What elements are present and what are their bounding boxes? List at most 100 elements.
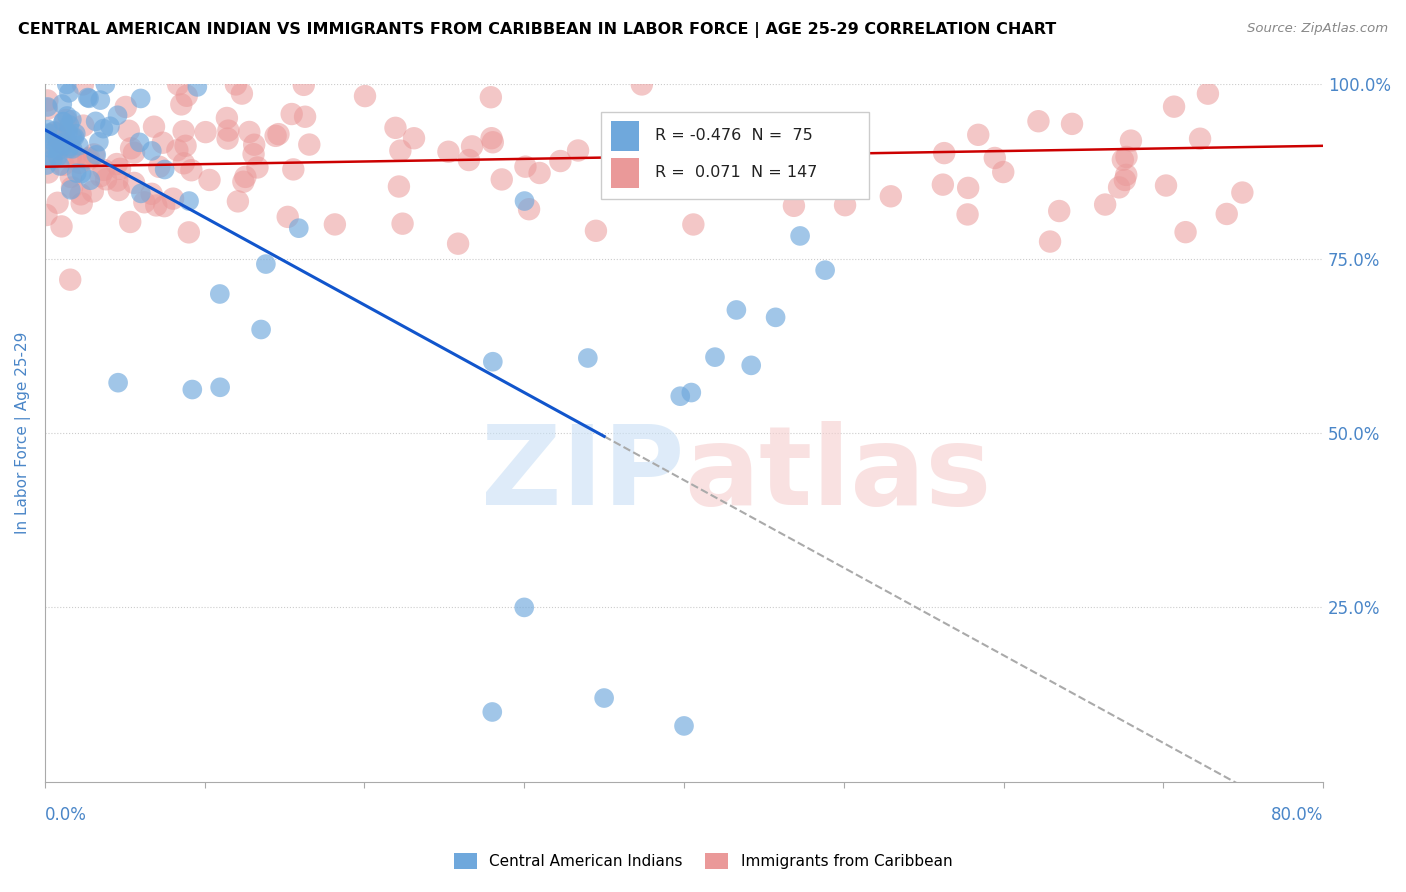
Point [128,136,150,150]
Point [60,180,83,194]
Point [148,160,170,174]
Point [59,183,82,197]
Point [69,156,91,170]
Point [513,600,536,615]
Point [517,202,540,217]
Point [141,144,163,158]
Point [267,127,290,141]
Point [1114,173,1136,187]
Point [783,199,806,213]
Point [174,138,197,153]
Point [93,162,115,177]
Point [94,172,117,186]
Point [688,152,710,166]
Point [62,130,84,145]
Point [89,93,111,107]
FancyBboxPatch shape [600,112,869,200]
Point [49,159,72,173]
Point [51,136,73,150]
Point [52,138,75,153]
Point [834,198,856,212]
Point [388,179,411,194]
Point [682,218,704,232]
Point [984,151,1007,165]
Point [153,162,176,177]
Point [37,165,59,179]
Point [437,145,460,159]
Point [226,194,249,209]
Text: Source: ZipAtlas.com: Source: ZipAtlas.com [1247,22,1388,36]
Point [238,125,260,139]
Point [280,107,302,121]
Point [186,79,208,94]
Point [254,257,277,271]
Point [107,108,129,122]
Point [48,144,70,158]
Point [515,160,537,174]
Point [737,146,759,161]
Point [837,123,859,137]
Point [70,167,93,181]
Point [550,154,572,169]
Point [1112,153,1135,167]
Point [44,142,66,156]
Point [292,78,315,92]
Point [1115,150,1137,164]
Point [1189,132,1212,146]
Point [77,91,100,105]
Point [37,100,59,114]
Point [52,114,75,128]
Point [1215,207,1237,221]
Point [84,114,107,128]
Point [37,122,59,136]
Point [817,166,839,180]
Point [1197,87,1219,101]
Point [79,173,101,187]
Point [780,120,803,134]
Point [957,181,980,195]
Point [1039,235,1062,249]
Point [93,121,115,136]
Point [1047,204,1070,219]
Point [283,162,305,177]
Point [55,134,77,148]
Point [384,120,406,135]
Point [56,78,79,92]
Point [59,150,82,164]
Point [707,150,730,164]
Point [67,138,90,153]
Point [152,136,174,150]
Point [389,144,412,158]
Point [354,89,377,103]
Point [44,136,66,150]
Point [217,123,239,137]
Point [669,389,692,403]
Point [77,153,100,167]
Y-axis label: In Labor Force | Age 25-29: In Labor Force | Age 25-29 [15,332,31,534]
Point [402,131,425,145]
Point [107,183,129,197]
Point [638,148,661,162]
Point [288,221,311,235]
Point [105,157,128,171]
Point [323,218,346,232]
Point [880,189,903,203]
Point [482,355,505,369]
Point [612,173,634,187]
Point [35,102,58,116]
Text: 0.0%: 0.0% [45,806,87,824]
Point [42,152,65,166]
Point [118,124,141,138]
Text: R =  0.071  N = 147: R = 0.071 N = 147 [655,165,817,180]
Point [143,120,166,134]
Point [482,135,505,149]
Point [141,186,163,201]
Point [46,195,69,210]
Point [1028,114,1050,128]
Point [120,141,142,155]
Point [717,142,740,156]
Point [122,176,145,190]
Point [567,144,589,158]
Point [145,198,167,212]
Point [42,145,65,159]
